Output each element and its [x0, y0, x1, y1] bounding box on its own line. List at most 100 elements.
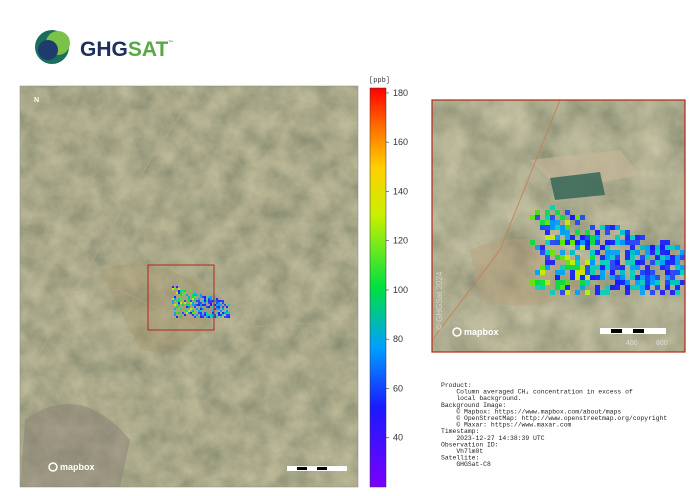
plume-pixel: [605, 285, 610, 290]
plume-pixel: [530, 240, 535, 245]
plume-pixel: [670, 290, 675, 295]
plume-pixel: [615, 265, 620, 270]
plume-pixel: [214, 308, 216, 310]
colorbar-tick-label: 180: [393, 88, 408, 98]
plume-pixel: [630, 260, 635, 265]
info-line: Satellite:: [441, 455, 479, 462]
plume-pixel: [550, 290, 555, 295]
plume-pixel: [555, 280, 560, 285]
plume-pixel: [610, 285, 615, 290]
plume-pixel: [590, 255, 595, 260]
plume-pixel: [228, 304, 230, 306]
plume-pixel: [198, 312, 200, 314]
plume-pixel: [630, 275, 635, 280]
plume-pixel: [204, 314, 206, 316]
plume-pixel: [210, 314, 212, 316]
plume-pixel: [216, 298, 218, 300]
plume-pixel: [172, 300, 174, 302]
plume-pixel: [640, 245, 645, 250]
plume-pixel: [550, 220, 555, 225]
plume-pixel: [615, 225, 620, 230]
plume-pixel: [565, 210, 570, 215]
plume-pixel: [218, 304, 220, 306]
plume-pixel: [665, 270, 670, 275]
plume-pixel: [208, 316, 210, 318]
plume-pixel: [565, 220, 570, 225]
mapbox-attribution: mapbox: [60, 462, 95, 472]
plume-pixel: [590, 240, 595, 245]
plume-pixel: [575, 270, 580, 275]
plume-pixel: [600, 290, 605, 295]
plume-pixel: [184, 302, 186, 304]
plume-pixel: [192, 298, 194, 300]
plume-pixel: [590, 260, 595, 265]
plume-pixel: [182, 300, 184, 302]
plume-pixel: [535, 280, 540, 285]
plume-pixel: [190, 300, 192, 302]
plume-pixel: [222, 312, 224, 314]
plume-pixel: [590, 275, 595, 280]
plume-pixel: [192, 304, 194, 306]
plume-pixel: [172, 286, 174, 288]
scale-label: 800: [656, 340, 668, 347]
plume-pixel: [595, 250, 600, 255]
plume-pixel: [530, 280, 535, 285]
plume-pixel: [540, 245, 545, 250]
plume-pixel: [228, 314, 230, 316]
plume-pixel: [615, 275, 620, 280]
scale-label: 400: [626, 340, 638, 347]
plume-pixel: [182, 304, 184, 306]
plume-pixel: [202, 300, 204, 302]
plume-pixel: [575, 230, 580, 235]
plume-pixel: [545, 225, 550, 230]
plume-pixel: [650, 275, 655, 280]
road: [29, 99, 191, 371]
plume-pixel: [625, 285, 630, 290]
plume-pixel: [665, 275, 670, 280]
plume-pixel: [645, 275, 650, 280]
plume-pixel: [640, 290, 645, 295]
plume-pixel: [625, 280, 630, 285]
plume-pixel: [655, 275, 660, 280]
plume-pixel: [172, 302, 174, 304]
plume-pixel: [540, 225, 545, 230]
plume-pixel: [220, 310, 222, 312]
plume-pixel: [222, 306, 224, 308]
info-line: Timestamp:: [441, 428, 479, 435]
plume-pixel: [178, 290, 180, 292]
plume-pixel: [214, 316, 216, 318]
plume-pixel: [172, 298, 174, 300]
plume-pixel: [630, 240, 635, 245]
plume-pixel: [198, 300, 200, 302]
plume-pixel: [545, 280, 550, 285]
plume-pixel: [200, 306, 202, 308]
plume-pixel: [570, 270, 575, 275]
plume-pixel: [176, 304, 178, 306]
plume-pixel: [670, 275, 675, 280]
plume-pixel: [645, 270, 650, 275]
plume-pixel: [176, 306, 178, 308]
inset-outline: [147, 264, 215, 331]
plume-pixel: [216, 316, 218, 318]
plume-pixel: [630, 235, 635, 240]
plume-pixel: [640, 260, 645, 265]
plume-pixel: [192, 294, 194, 296]
plume-pixel: [535, 210, 540, 215]
plume-pixel: [680, 270, 685, 275]
mapbox-icon: [48, 462, 58, 472]
plume-pixel: [200, 304, 202, 306]
plume-pixel: [660, 240, 665, 245]
plume-pixel: [580, 240, 585, 245]
plume-pixel: [580, 265, 585, 270]
plume-pixel: [206, 316, 208, 318]
plume-pixel: [575, 215, 580, 220]
plume-pixel: [186, 310, 188, 312]
plume-pixel: [605, 260, 610, 265]
plume-pixel: [575, 260, 580, 265]
plume-pixel: [224, 316, 226, 318]
plume-pixel: [545, 260, 550, 265]
plume-pixel: [174, 298, 176, 300]
plume-pixel: [640, 280, 645, 285]
plume-pixel: [192, 310, 194, 312]
